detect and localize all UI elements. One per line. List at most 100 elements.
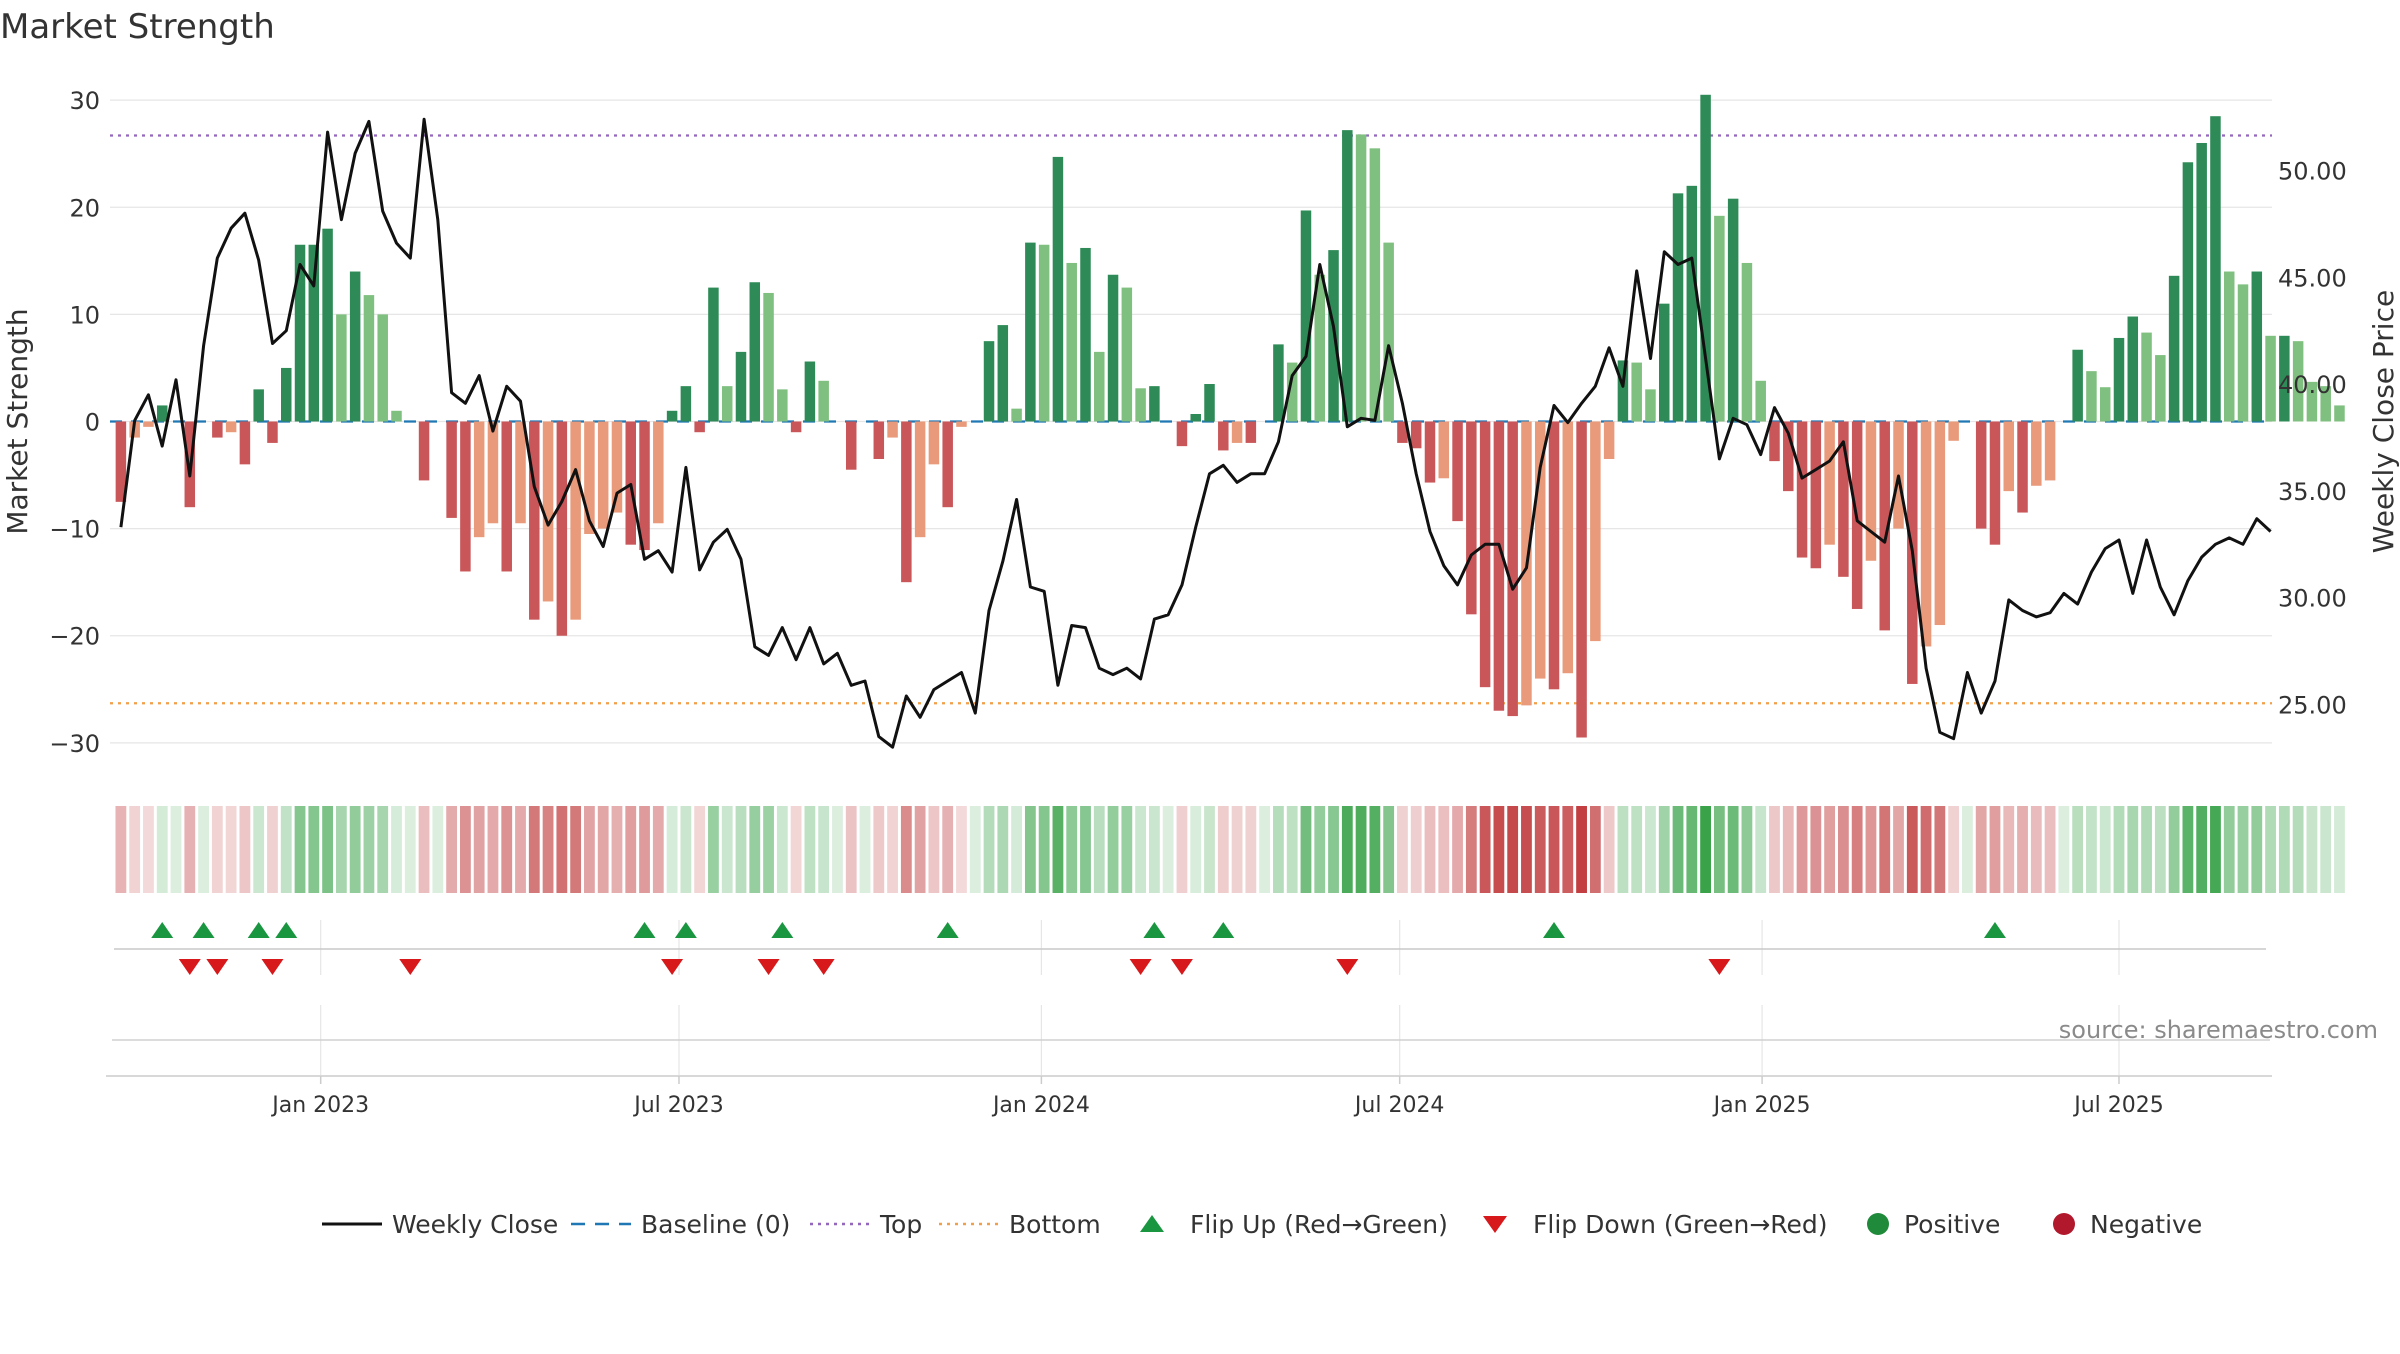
heat-cell — [1424, 806, 1436, 893]
heat-cell — [1948, 806, 1960, 893]
strength-bar — [2306, 381, 2318, 422]
strength-bar — [1934, 421, 1946, 626]
heat-cell — [1024, 806, 1036, 893]
strength-bar — [721, 386, 733, 422]
heat-cell — [1328, 806, 1339, 893]
heat-cell — [2113, 806, 2125, 893]
strength-bar — [281, 367, 292, 422]
heat-cell — [956, 806, 967, 893]
strength-bar — [1410, 421, 1422, 449]
strength-bar — [790, 421, 802, 433]
heat-cell — [2003, 806, 2015, 893]
heat-cell — [156, 806, 168, 893]
x-tick-label: Jan 2024 — [991, 1093, 1090, 1118]
strength-bar — [1879, 421, 1890, 631]
legend: Weekly Close Baseline (0) Top Bottom Flip Up… — [322, 1210, 2202, 1239]
flip-up-marker — [1143, 922, 1166, 938]
heat-cell — [2320, 806, 2332, 893]
heat-cell — [625, 806, 637, 893]
y2-tick-label: 30.00 — [2278, 585, 2347, 613]
heat-cell — [763, 806, 774, 893]
x-tick-label: Jan 2025 — [1712, 1093, 1811, 1118]
heat-cell — [1162, 806, 1174, 893]
heat-cell — [239, 806, 251, 893]
heat-cell — [997, 806, 1009, 893]
strength-bar — [1838, 421, 1849, 577]
strength-bar — [143, 421, 154, 427]
strength-bar — [2003, 421, 2014, 492]
strength-bar — [156, 405, 168, 422]
heat-cell — [115, 806, 127, 893]
strength-bar — [997, 325, 1009, 422]
strength-bar — [1865, 421, 1877, 561]
strength-bar — [983, 341, 995, 422]
heat-cell — [639, 806, 650, 893]
heat-cell — [1038, 806, 1050, 893]
strength-bar — [2031, 421, 2042, 486]
heat-cell — [570, 806, 582, 893]
strength-bar — [2334, 405, 2345, 422]
heat-cell — [1011, 806, 1022, 893]
heat-cell — [211, 806, 223, 893]
x-tick-label: Jul 2025 — [2072, 1093, 2164, 1118]
heat-cell — [1479, 806, 1491, 893]
legend-swatch-circle — [1867, 1213, 1889, 1235]
heat-cell — [1534, 806, 1546, 893]
flip-up-marker — [192, 922, 215, 938]
strength-bar — [1204, 384, 1215, 422]
strength-bar — [873, 421, 885, 459]
heat-cell — [2223, 806, 2235, 893]
strength-bar — [735, 351, 747, 422]
strength-bar — [556, 421, 568, 636]
heat-cell — [1617, 806, 1629, 893]
heat-cell — [459, 806, 471, 893]
heat-cell — [487, 806, 499, 893]
strength-bar — [928, 421, 940, 465]
heat-cell — [1975, 806, 1987, 893]
heat-cell — [2292, 806, 2304, 893]
heat-cell — [900, 806, 912, 893]
heat-cell — [1080, 806, 1091, 893]
legend-label: Top — [879, 1210, 922, 1239]
heat-cell — [1934, 806, 1946, 893]
heat-cell — [1355, 806, 1367, 893]
heat-cell — [1824, 806, 1836, 893]
strength-bar — [1479, 421, 1491, 688]
heat-cell — [2030, 806, 2042, 893]
flip-down-marker — [1336, 959, 1359, 975]
heat-cell — [790, 806, 802, 893]
strength-bar — [1590, 421, 1601, 642]
strength-bar — [363, 295, 375, 422]
flip-down-marker — [1129, 959, 1152, 975]
heat-cell — [983, 806, 995, 893]
strength-bar — [1342, 130, 1353, 422]
heat-cell — [267, 806, 278, 893]
heat-cell — [1245, 806, 1257, 893]
heat-cell — [1066, 806, 1078, 893]
heat-cell — [1410, 806, 1422, 893]
strength-bar — [115, 421, 127, 502]
heat-cell — [1851, 806, 1863, 893]
heat-cell — [1989, 806, 2001, 893]
strength-bar — [694, 421, 705, 433]
heat-cell — [1190, 806, 1202, 893]
strength-bar — [267, 421, 278, 443]
strength-bar — [1355, 134, 1367, 422]
heat-cell — [225, 806, 237, 893]
strength-bar — [1810, 421, 1822, 569]
y2-tick-label: 25.00 — [2278, 692, 2347, 720]
strength-bar — [487, 421, 499, 524]
heat-cell — [611, 806, 623, 893]
strength-bar — [1796, 421, 1808, 558]
strength-bar — [639, 421, 650, 551]
strength-bar — [1094, 351, 1105, 422]
heat-cell — [1493, 806, 1505, 893]
strength-bar — [2127, 316, 2139, 422]
heat-cell — [1521, 806, 1532, 893]
heat-cell — [253, 806, 265, 893]
strength-bar — [1824, 421, 1835, 545]
flip-down-marker — [206, 959, 229, 975]
strength-bar — [1052, 156, 1064, 422]
